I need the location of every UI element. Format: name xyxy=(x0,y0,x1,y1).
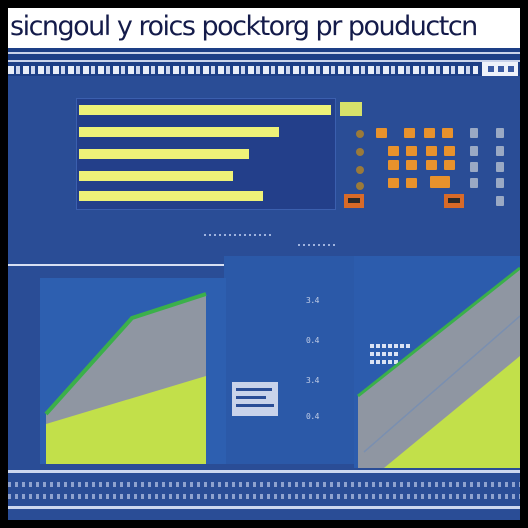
area-chart-left-plot xyxy=(44,292,207,464)
bar-chart-panel xyxy=(76,98,336,210)
kpi-tile[interactable] xyxy=(388,146,399,156)
series-line xyxy=(44,292,207,416)
kpi-dot xyxy=(356,130,364,138)
chart-legend xyxy=(232,382,278,416)
kpi-tile[interactable] xyxy=(470,178,478,188)
kpi-tile[interactable] xyxy=(470,162,478,172)
kpi-tile[interactable] xyxy=(496,196,504,206)
kpi-tile[interactable] xyxy=(376,128,387,138)
dashboard: sicngoul y roics pocktorg pr pouductcn xyxy=(8,8,520,520)
kpi-tile[interactable] xyxy=(406,178,417,188)
kpi-tile[interactable] xyxy=(496,146,504,156)
kpi-tile[interactable] xyxy=(470,128,478,138)
axis-label: 3.4 xyxy=(306,376,319,385)
legend-line xyxy=(236,404,274,407)
kpi-dot xyxy=(356,166,364,174)
kpi-tile[interactable] xyxy=(496,162,504,172)
kpi-dot xyxy=(356,148,364,156)
chart-note xyxy=(370,360,398,364)
axis-panel: 3.4 0.4 3.4 0.4 xyxy=(224,256,354,464)
area-chart-right xyxy=(354,256,520,468)
footer-ticker xyxy=(8,494,520,499)
area-series-green xyxy=(46,376,206,464)
toolbar-button-icon xyxy=(498,66,504,72)
kpi-tile[interactable] xyxy=(404,128,415,138)
toolbar-button-icon xyxy=(508,66,514,72)
kpi-tile[interactable] xyxy=(388,178,399,188)
chart-note xyxy=(370,352,400,356)
kpi-alert[interactable] xyxy=(444,194,464,208)
header-banner: sicngoul y roics pocktorg pr pouductcn xyxy=(8,8,520,48)
series-line xyxy=(357,266,520,398)
area-chart-left xyxy=(40,278,226,464)
chart-note xyxy=(370,344,410,348)
axis-label: 3.4 xyxy=(306,296,319,305)
trend-line xyxy=(363,315,520,453)
bar xyxy=(79,171,233,181)
axis-label: 0.4 xyxy=(306,412,319,421)
area-series-green xyxy=(384,356,520,468)
kpi-tile[interactable] xyxy=(496,178,504,188)
footer-ticker xyxy=(8,482,520,487)
kpi-tile[interactable] xyxy=(426,160,437,170)
axis-label: 0.4 xyxy=(306,336,319,345)
bar xyxy=(79,149,249,159)
kpi-tile[interactable] xyxy=(442,128,453,138)
kpi-tile[interactable] xyxy=(424,128,435,138)
kpi-tile[interactable] xyxy=(444,160,455,170)
footer-rule xyxy=(8,506,520,509)
kpi-tile[interactable] xyxy=(496,128,504,138)
toolbar-rule xyxy=(8,52,520,54)
dotted-rule xyxy=(204,234,274,236)
legend-line xyxy=(236,388,272,391)
bar xyxy=(79,191,263,201)
kpi-tile[interactable] xyxy=(426,146,437,156)
kpi-dot xyxy=(356,182,364,190)
kpi-tile[interactable] xyxy=(388,160,399,170)
ticker-strip xyxy=(8,66,478,74)
toolbar-button[interactable] xyxy=(482,62,518,76)
footer-rule xyxy=(8,470,520,473)
kpi-tile[interactable] xyxy=(444,146,455,156)
kpi-tile[interactable] xyxy=(406,146,417,156)
legend-line xyxy=(236,396,266,399)
kpi-alert[interactable] xyxy=(344,194,364,208)
dotted-rule xyxy=(298,244,338,246)
kpi-tile[interactable] xyxy=(470,146,478,156)
kpi-tile[interactable] xyxy=(406,160,417,170)
area-chart-right-plot xyxy=(357,266,520,468)
bar xyxy=(79,127,279,137)
bar-chart-marker xyxy=(340,102,362,116)
toolbar-button-icon xyxy=(488,66,494,72)
kpi-alert-value xyxy=(348,198,360,203)
page-title: sicngoul y roics pocktorg pr pouductcn xyxy=(10,11,478,42)
bar xyxy=(79,105,331,115)
kpi-tile[interactable] xyxy=(430,176,450,188)
toolbar-rule xyxy=(8,60,520,62)
kpi-alert-value xyxy=(448,198,460,203)
